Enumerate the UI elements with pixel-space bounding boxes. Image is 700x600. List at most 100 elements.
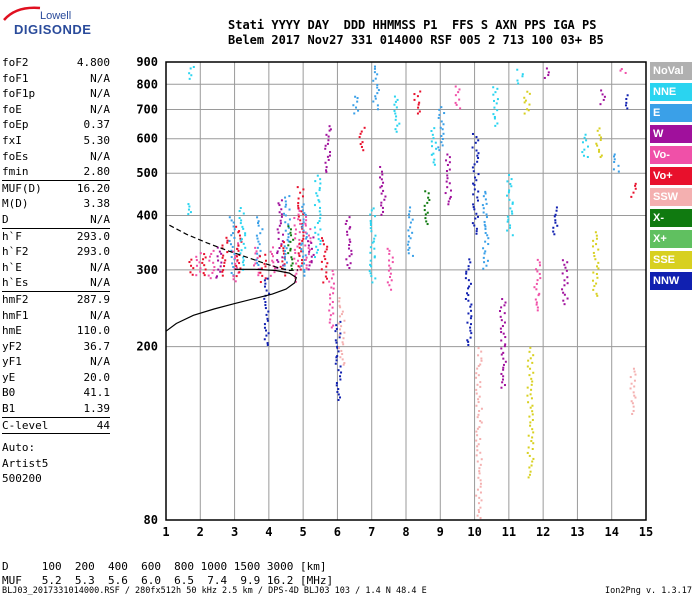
echo-mark <box>338 334 341 337</box>
echo-mark <box>325 170 328 173</box>
echo-mark <box>373 65 376 68</box>
echo-mark <box>328 129 331 132</box>
echo-mark <box>566 261 569 264</box>
param-name: B1 <box>2 402 16 416</box>
echo-mark <box>458 88 461 91</box>
echo-mark <box>324 250 327 253</box>
echo-mark <box>380 185 383 188</box>
x-tick-label: 1 <box>162 525 169 539</box>
echo-mark <box>236 247 239 250</box>
x-tick-label: 13 <box>570 525 584 539</box>
echo-mark <box>188 205 191 208</box>
echo-mark <box>478 467 481 470</box>
echo-mark <box>298 254 301 257</box>
echo-mark <box>330 277 333 280</box>
echo-mark <box>475 230 478 233</box>
echo-mark <box>594 258 597 261</box>
echo-mark <box>480 458 483 461</box>
echo-mark <box>492 93 495 96</box>
echo-mark <box>469 305 472 308</box>
echo-mark <box>409 226 412 229</box>
echo-mark <box>314 231 317 234</box>
echo-mark <box>310 261 313 264</box>
echo-mark <box>203 264 206 267</box>
param-row: C-level 44 <box>2 418 110 434</box>
echo-mark <box>303 258 306 261</box>
echo-mark <box>482 195 485 198</box>
x-tick-label: 14 <box>604 525 618 539</box>
echo-mark <box>471 132 474 135</box>
echo-mark <box>277 237 280 240</box>
param-row: hmF2 287.9 <box>2 292 110 308</box>
echo-mark <box>386 281 389 284</box>
echo-mark <box>599 156 602 159</box>
echo-mark <box>337 393 340 396</box>
param-name: foF2 <box>2 56 29 69</box>
echo-mark <box>234 254 237 257</box>
echo-mark <box>259 249 262 252</box>
echo-mark <box>566 282 569 285</box>
echo-mark <box>531 361 534 364</box>
echo-mark <box>555 209 558 212</box>
echo-mark <box>263 279 266 282</box>
echo-mark <box>307 247 310 250</box>
param-name: MUF(D) <box>2 181 42 195</box>
echo-mark <box>342 337 345 340</box>
echo-mark <box>238 271 241 274</box>
echo-mark <box>529 346 532 349</box>
echo-mark <box>202 272 205 275</box>
x-tick-label: 5 <box>300 525 307 539</box>
echo-mark <box>290 256 293 259</box>
echo-mark <box>430 140 433 143</box>
echo-mark <box>476 434 479 437</box>
echo-mark <box>554 213 557 216</box>
echo-mark <box>279 222 282 225</box>
echo-mark <box>474 141 477 144</box>
echo-mark <box>305 256 308 259</box>
echo-mark <box>596 144 599 147</box>
echo-mark <box>230 234 233 237</box>
muf-distance-table: D 100 200 400 600 800 1000 1500 3000 [km… <box>2 560 333 588</box>
echo-mark <box>599 139 602 142</box>
echo-mark <box>433 158 436 161</box>
x-tick-label: 11 <box>502 525 516 539</box>
echo-mark <box>232 221 235 224</box>
echo-mark <box>475 392 478 395</box>
echo-mark <box>531 460 534 463</box>
echo-mark <box>259 267 262 270</box>
echo-mark <box>374 234 377 237</box>
echo-mark <box>279 219 282 222</box>
echo-mark <box>291 258 294 261</box>
echo-mark <box>600 89 603 92</box>
param-value: N/A <box>90 87 110 101</box>
echo-mark <box>530 388 533 391</box>
echo-mark <box>330 326 333 329</box>
param-value: 1.39 <box>83 402 111 416</box>
echo-mark <box>264 282 267 285</box>
echo-mark <box>561 288 564 291</box>
echo-mark <box>199 270 202 273</box>
echo-mark <box>332 282 335 285</box>
y-tick-label: 700 <box>136 103 158 117</box>
echo-mark <box>256 216 259 219</box>
echo-mark <box>413 98 416 101</box>
echo-mark <box>407 252 410 255</box>
echo-mark <box>411 231 414 234</box>
echo-mark <box>479 463 482 466</box>
echo-mark <box>464 297 467 300</box>
echo-mark <box>340 349 343 352</box>
echo-mark <box>440 135 443 138</box>
echo-mark <box>188 261 191 264</box>
echo-mark <box>483 220 486 223</box>
echo-mark <box>528 103 531 106</box>
echo-mark <box>595 265 598 268</box>
echo-mark <box>240 240 243 243</box>
echo-mark <box>625 97 628 100</box>
echo-mark <box>348 243 351 246</box>
param-value: 20.0 <box>83 370 111 384</box>
echo-mark <box>295 272 298 275</box>
echo-mark <box>187 213 190 216</box>
echo-mark <box>634 187 637 190</box>
echo-mark <box>232 225 235 228</box>
echo-mark <box>394 118 397 121</box>
